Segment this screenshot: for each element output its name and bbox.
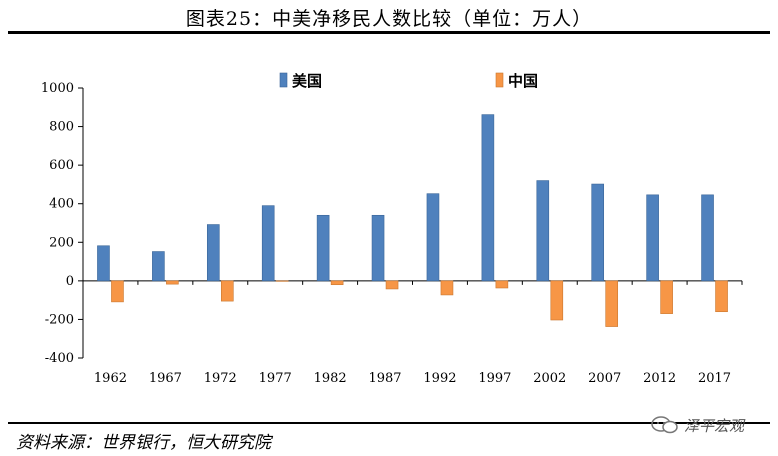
y-tick-label: -400 xyxy=(45,351,74,366)
bar-china xyxy=(220,280,234,302)
bar-china xyxy=(330,280,344,286)
x-tick-label: 1992 xyxy=(423,371,456,386)
bar-china xyxy=(275,280,289,282)
y-tick-label: 200 xyxy=(49,235,74,250)
figure-title: 图表25：中美净移民人数比较（单位：万人） xyxy=(185,8,593,30)
bar-china xyxy=(440,280,454,296)
x-tick-label: 2007 xyxy=(588,371,621,386)
bar-china xyxy=(385,280,399,290)
x-tick-label: 1987 xyxy=(368,371,401,386)
bar-usa xyxy=(371,214,385,282)
x-tick-label: 2002 xyxy=(533,371,566,386)
watermark-text: 泽平宏观 xyxy=(684,416,745,435)
x-tick-label: 1997 xyxy=(478,371,511,386)
wechat-icon xyxy=(651,416,678,434)
top-rule xyxy=(8,31,770,34)
bar-china xyxy=(111,280,124,303)
bar-china xyxy=(166,280,179,285)
bar-china xyxy=(605,280,619,327)
bar-usa xyxy=(152,251,165,282)
legend-label: 美国 xyxy=(292,72,322,90)
bar-chart: -400 -200 0 200 400 600 800 1000 1962 1967 1972 197… xyxy=(41,72,743,386)
y-tick-label: 1000 xyxy=(41,81,74,96)
source-note: 资料来源：世界银行，恒大研究院 xyxy=(16,433,271,453)
x-tick-label: 1967 xyxy=(149,371,182,386)
bar-usa xyxy=(426,193,440,282)
legend-swatch xyxy=(495,72,504,88)
x-tick-label: 2017 xyxy=(698,371,731,386)
bar-usa xyxy=(316,214,330,282)
bar-usa xyxy=(646,194,659,282)
bar-usa xyxy=(701,194,714,282)
bar-usa xyxy=(206,224,220,282)
bar-china xyxy=(660,280,673,314)
bar-usa xyxy=(261,205,275,282)
bottom-rule xyxy=(8,422,770,424)
x-tick-label: 1977 xyxy=(259,371,292,386)
x-tick-label: 1972 xyxy=(204,371,237,386)
legend-swatch xyxy=(279,72,288,88)
bar-china xyxy=(495,280,509,289)
y-tick-label: -200 xyxy=(45,312,74,327)
y-tick-label: 800 xyxy=(49,120,74,135)
y-tick-label: 600 xyxy=(49,158,74,173)
bar-china xyxy=(550,280,564,321)
legend-label: 中国 xyxy=(508,72,538,90)
bar-usa xyxy=(591,183,605,282)
watermark: 泽平宏观 xyxy=(650,414,744,436)
x-tick-label: 1962 xyxy=(94,371,127,386)
bar-usa xyxy=(97,245,110,282)
x-tick-label: 2012 xyxy=(643,371,676,386)
y-tick-label: 400 xyxy=(49,197,74,212)
bar-usa xyxy=(536,180,550,282)
x-tick-label: 1982 xyxy=(314,371,347,386)
bar-china xyxy=(715,280,728,313)
y-tick-label: 0 xyxy=(66,274,74,289)
bar-usa xyxy=(481,114,495,282)
